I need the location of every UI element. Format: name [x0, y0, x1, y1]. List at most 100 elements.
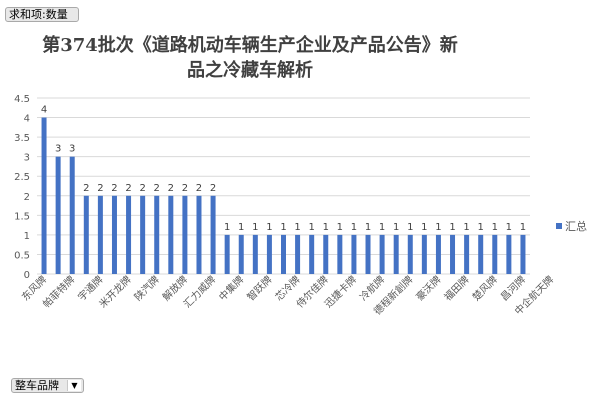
bar	[140, 196, 145, 274]
y-tick-label: 4	[24, 114, 30, 125]
bar	[84, 196, 89, 274]
bar	[225, 235, 230, 274]
data-label: 2	[154, 183, 160, 194]
data-label: 1	[393, 222, 399, 233]
data-label: 1	[294, 222, 300, 233]
chevron-down-icon[interactable]: ▼	[67, 380, 81, 391]
data-label: 2	[97, 183, 103, 194]
data-label: 1	[266, 222, 272, 233]
x-tick: 陕汽牌	[131, 273, 161, 303]
y-tick-label: 2.5	[14, 172, 30, 183]
data-label: 1	[478, 222, 484, 233]
y-axis-ticks: 0 0.5 1 1.5 2 2.5 3 3.5 4 4.5	[14, 94, 30, 281]
bar	[182, 196, 187, 274]
bar	[394, 235, 399, 274]
y-tick-label: 1	[24, 231, 30, 242]
bar	[436, 235, 441, 274]
x-tick: 豪沃牌	[413, 273, 443, 303]
data-label: 2	[168, 183, 174, 194]
data-label: 1	[323, 222, 329, 233]
x-tick-label: 智跃牌	[244, 273, 274, 303]
y-tick-label: 3	[24, 153, 30, 164]
data-label: 2	[111, 183, 117, 194]
bar	[112, 196, 117, 274]
x-tick: 智跃牌	[244, 273, 274, 303]
bar	[492, 235, 497, 274]
y-tick-label: 0	[24, 270, 30, 281]
x-tick-label: 福田牌	[441, 273, 471, 303]
bar	[366, 235, 371, 274]
data-label: 2	[210, 183, 216, 194]
bar	[408, 235, 413, 274]
bar	[98, 196, 103, 274]
bar	[154, 196, 159, 274]
x-tick-label: 楚风牌	[470, 273, 500, 303]
bar	[450, 235, 455, 274]
data-label: 1	[308, 222, 314, 233]
bar	[253, 235, 258, 274]
data-label: 1	[506, 222, 512, 233]
legend: 汇总	[556, 219, 587, 233]
legend-swatch	[556, 223, 562, 229]
data-label: 1	[520, 222, 526, 233]
bar	[126, 196, 131, 274]
data-label: 1	[365, 222, 371, 233]
bar	[464, 235, 469, 274]
bar	[309, 235, 314, 274]
bar	[168, 196, 173, 274]
data-label: 4	[41, 105, 47, 116]
bar	[267, 235, 272, 274]
x-axis-ticks: 东风牌帕菲特牌宇通牌米开龙牌陕汽牌解放牌汇力威牌中集牌智跃牌芯冷牌侍尔佳牌迅捷卡…	[19, 273, 556, 318]
bar	[211, 196, 216, 274]
data-label: 1	[252, 222, 258, 233]
bar	[351, 235, 356, 274]
x-tick-label: 陕汽牌	[131, 273, 161, 303]
bar	[506, 235, 511, 274]
legend-label: 汇总	[565, 219, 587, 233]
bar	[42, 118, 47, 274]
bar	[239, 235, 244, 274]
bar	[323, 235, 328, 274]
y-tick-label: 4.5	[14, 94, 30, 105]
bar	[422, 235, 427, 274]
data-label: 2	[125, 183, 131, 194]
data-label: 1	[379, 222, 385, 233]
bar	[520, 235, 525, 274]
data-label: 2	[182, 183, 188, 194]
data-label: 1	[449, 222, 455, 233]
data-label: 1	[492, 222, 498, 233]
x-tick-label: 中集牌	[216, 273, 246, 303]
axis-field-dropdown[interactable]: 整车品牌 ▼	[11, 378, 84, 393]
x-tick-label: 豪沃牌	[413, 273, 443, 303]
bar	[70, 157, 75, 274]
data-label: 1	[337, 222, 343, 233]
data-label: 1	[351, 222, 357, 233]
data-label: 1	[435, 222, 441, 233]
y-tick-label: 3.5	[14, 133, 30, 144]
x-tick: 福田牌	[441, 273, 471, 303]
data-label: 1	[224, 222, 230, 233]
y-tick-label: 1.5	[14, 211, 30, 222]
data-label: 2	[196, 183, 202, 194]
axis-field-label: 整车品牌	[15, 379, 59, 392]
data-label: 2	[83, 183, 89, 194]
bar	[196, 196, 201, 274]
x-tick: 楚风牌	[470, 273, 500, 303]
y-tick-label: 2	[24, 192, 30, 203]
data-label: 2	[139, 183, 145, 194]
bar	[56, 157, 61, 274]
data-label: 1	[280, 222, 286, 233]
bar	[478, 235, 483, 274]
data-label: 1	[407, 222, 413, 233]
bar	[380, 235, 385, 274]
x-tick: 中集牌	[216, 273, 246, 303]
data-label: 1	[463, 222, 469, 233]
bar	[337, 235, 342, 274]
data-label: 1	[421, 222, 427, 233]
y-tick-label: 0.5	[14, 250, 30, 261]
data-label: 3	[55, 144, 61, 155]
bar	[295, 235, 300, 274]
data-label: 1	[238, 222, 244, 233]
data-label: 3	[69, 144, 75, 155]
